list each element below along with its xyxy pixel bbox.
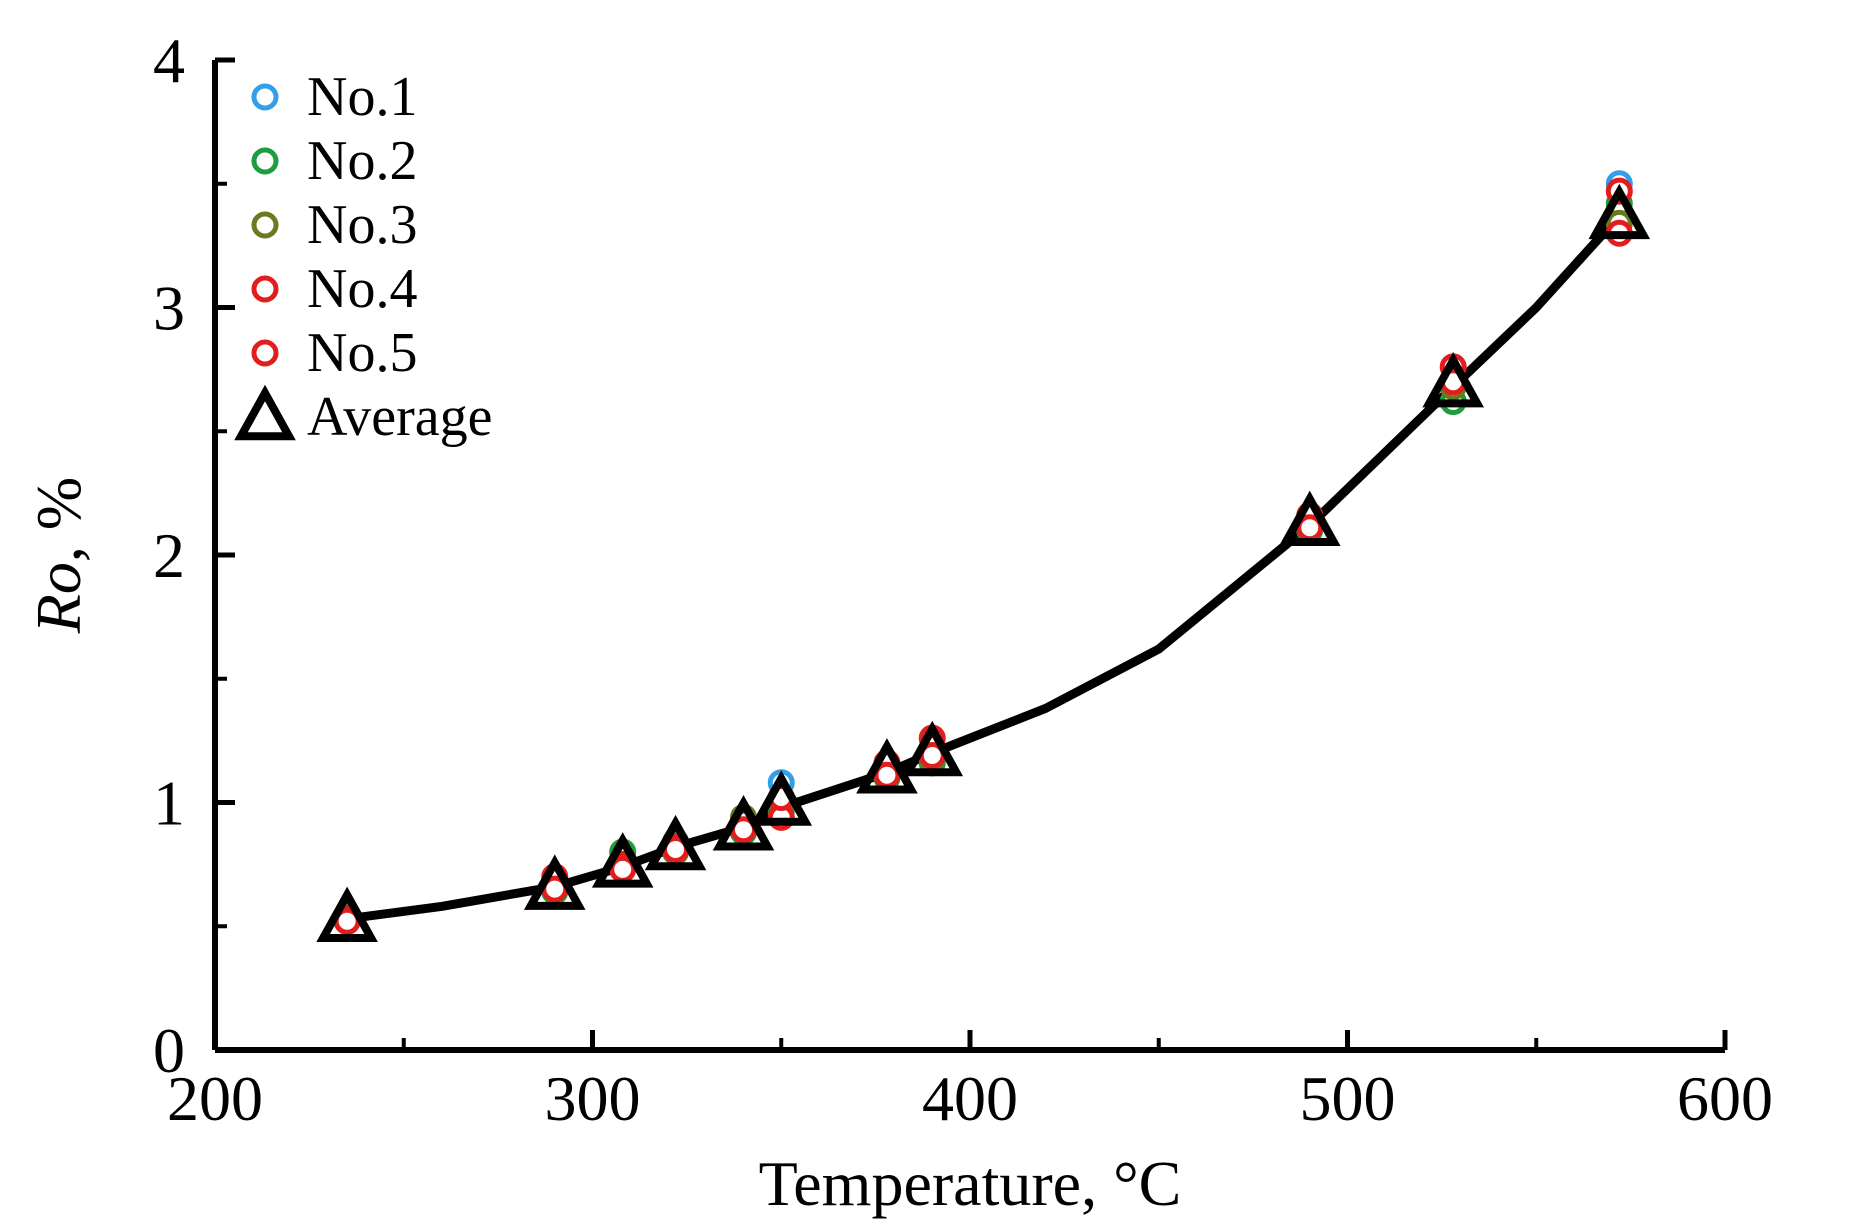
x-tick-label: 300 <box>545 1063 641 1134</box>
x-tick-label: 600 <box>1677 1063 1773 1134</box>
y-axis-label: Ro, % <box>23 477 94 634</box>
y-tick-label: 2 <box>153 520 185 591</box>
x-axis-label: Temperature, °C <box>759 1148 1182 1219</box>
y-tick-label: 3 <box>153 273 185 344</box>
legend-label: No.2 <box>307 130 417 192</box>
legend-label: No.4 <box>307 258 417 320</box>
x-tick-label: 400 <box>922 1063 1018 1134</box>
x-tick-label: 500 <box>1300 1063 1396 1134</box>
legend-label: No.1 <box>307 66 417 128</box>
ro-vs-temperature-chart: 20030040050060001234Temperature, °CRo, %… <box>0 0 1861 1223</box>
y-tick-label: 1 <box>153 768 185 839</box>
legend-label: Average <box>307 386 493 448</box>
y-tick-label: 4 <box>153 25 185 96</box>
legend-label: No.5 <box>307 322 417 384</box>
y-tick-label: 0 <box>153 1015 185 1086</box>
legend-label: No.3 <box>307 194 417 256</box>
